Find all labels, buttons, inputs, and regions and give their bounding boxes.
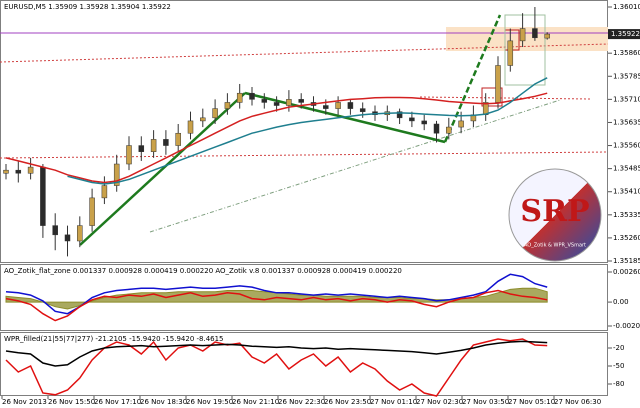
candle-body <box>396 111 403 119</box>
candle-body <box>544 33 550 39</box>
logo-caption: AO_Zotik & WPR_VSmart <box>524 243 586 249</box>
signal-box <box>481 87 503 107</box>
trend-line <box>443 14 502 143</box>
candle-body <box>200 117 206 122</box>
x-tick-label: 27 Nov 05:10 <box>508 398 555 406</box>
y-tick-label: 1.35260 <box>613 234 640 242</box>
y-tick-label: 1.35410 <box>613 188 640 196</box>
line <box>5 340 548 367</box>
x-tick-label: 26 Nov 21:10 <box>232 398 279 406</box>
candle-body <box>323 105 329 109</box>
candle-body <box>298 99 304 103</box>
candle-body <box>507 40 514 66</box>
candle-body <box>175 132 181 146</box>
candle-body <box>113 163 120 186</box>
level-line <box>419 96 591 100</box>
x-tick-label: 26 Nov 2013 <box>2 398 47 406</box>
x-tick-label: 27 Nov 06:30 <box>554 398 601 406</box>
wpr-title: WPR_filled(21|55|77|277) -21.2105 -15.94… <box>4 335 224 343</box>
candle-body <box>224 102 231 109</box>
candle-body <box>335 102 341 109</box>
target-box <box>504 14 546 86</box>
candle-body <box>286 99 292 106</box>
x-tick-label: 26 Nov 22:30 <box>278 398 325 406</box>
candle-body <box>150 139 157 152</box>
y-tick-label: 1.35185 <box>613 257 640 265</box>
candle-body <box>409 117 415 122</box>
trend-line <box>79 92 246 246</box>
candle-body <box>433 123 440 134</box>
candle-body <box>519 28 526 42</box>
x-tick-label: 26 Nov 15:50 <box>48 398 95 406</box>
candle-body <box>347 102 354 109</box>
candle-body <box>27 166 34 174</box>
candle-body <box>261 99 268 103</box>
candle-body <box>52 225 58 236</box>
plot-layer <box>3 7 550 397</box>
x-tick-label: 27 Nov 03:50 <box>462 398 509 406</box>
y-tick-label: -0.002068 <box>613 322 640 330</box>
y-tick-label: 1.35710 <box>613 95 640 103</box>
y-tick-label: 0.00 <box>613 298 629 306</box>
candle-body <box>40 166 46 226</box>
line <box>67 77 548 185</box>
y-tick-label: 0.002602 <box>613 268 640 276</box>
x-tick-label: 26 Nov 23:50 <box>324 398 371 406</box>
logo-circle <box>508 168 602 262</box>
x-tick-label: 26 Nov 19:50 <box>186 398 233 406</box>
y-tick-label: 1.36010 <box>613 3 640 11</box>
y-tick-label: -50 <box>613 362 624 370</box>
y-tick-label: 1.35335 <box>613 211 640 219</box>
line <box>5 92 548 184</box>
zone-band <box>446 27 608 51</box>
level-line <box>0 151 609 159</box>
level-line <box>0 43 609 63</box>
y-tick-label: 1.35785 <box>613 72 640 80</box>
candle-body <box>89 197 95 226</box>
x-tick-label: 26 Nov 18:30 <box>140 398 187 406</box>
candle-body <box>421 120 427 125</box>
candle-body <box>236 92 243 103</box>
last-price-label: 1.35922 <box>611 30 640 38</box>
y-tick-label: -80 <box>613 380 624 388</box>
line <box>5 338 548 397</box>
candle-body <box>138 145 145 152</box>
candle-body <box>458 120 464 128</box>
y-tick-label: 1.35635 <box>613 118 640 126</box>
candle-body <box>187 120 194 134</box>
line <box>5 273 548 315</box>
last-price-box <box>608 29 640 40</box>
candle-body <box>64 234 71 242</box>
y-tick-label: 1.35860 <box>613 49 640 57</box>
candle-body <box>359 108 366 112</box>
candle-body <box>495 65 501 103</box>
x-tick-label: 27 Nov 02:30 <box>416 398 463 406</box>
candle-body <box>15 169 22 174</box>
ao-title: AO_Zotik_flat_zone 0.001337 0.000928 0.0… <box>4 267 402 275</box>
line <box>5 289 548 322</box>
candle-body <box>532 28 538 39</box>
y-tick-label: 1.35485 <box>613 165 640 173</box>
candle-body <box>101 185 108 199</box>
y-tick-label: 1.35560 <box>613 142 640 150</box>
y-tick-label: -20 <box>613 344 624 352</box>
x-tick-label: 27 Nov 01:10 <box>370 398 417 406</box>
chart-title: EURUSD,M5 1.35909 1.35928 1.35904 1.3592… <box>4 3 171 11</box>
candle-body <box>273 102 280 106</box>
logo-text: SRP <box>520 194 589 229</box>
candle-body <box>249 92 255 100</box>
candle-body <box>126 145 132 165</box>
candle-body <box>446 126 452 134</box>
candle-body <box>212 108 218 119</box>
candle-body <box>163 139 169 146</box>
logo: SRP AO_Zotik & WPR_VSmart <box>508 168 602 262</box>
x-tick-label: 26 Nov 17:10 <box>94 398 141 406</box>
candle-body <box>77 225 83 242</box>
candle-body <box>3 169 9 174</box>
